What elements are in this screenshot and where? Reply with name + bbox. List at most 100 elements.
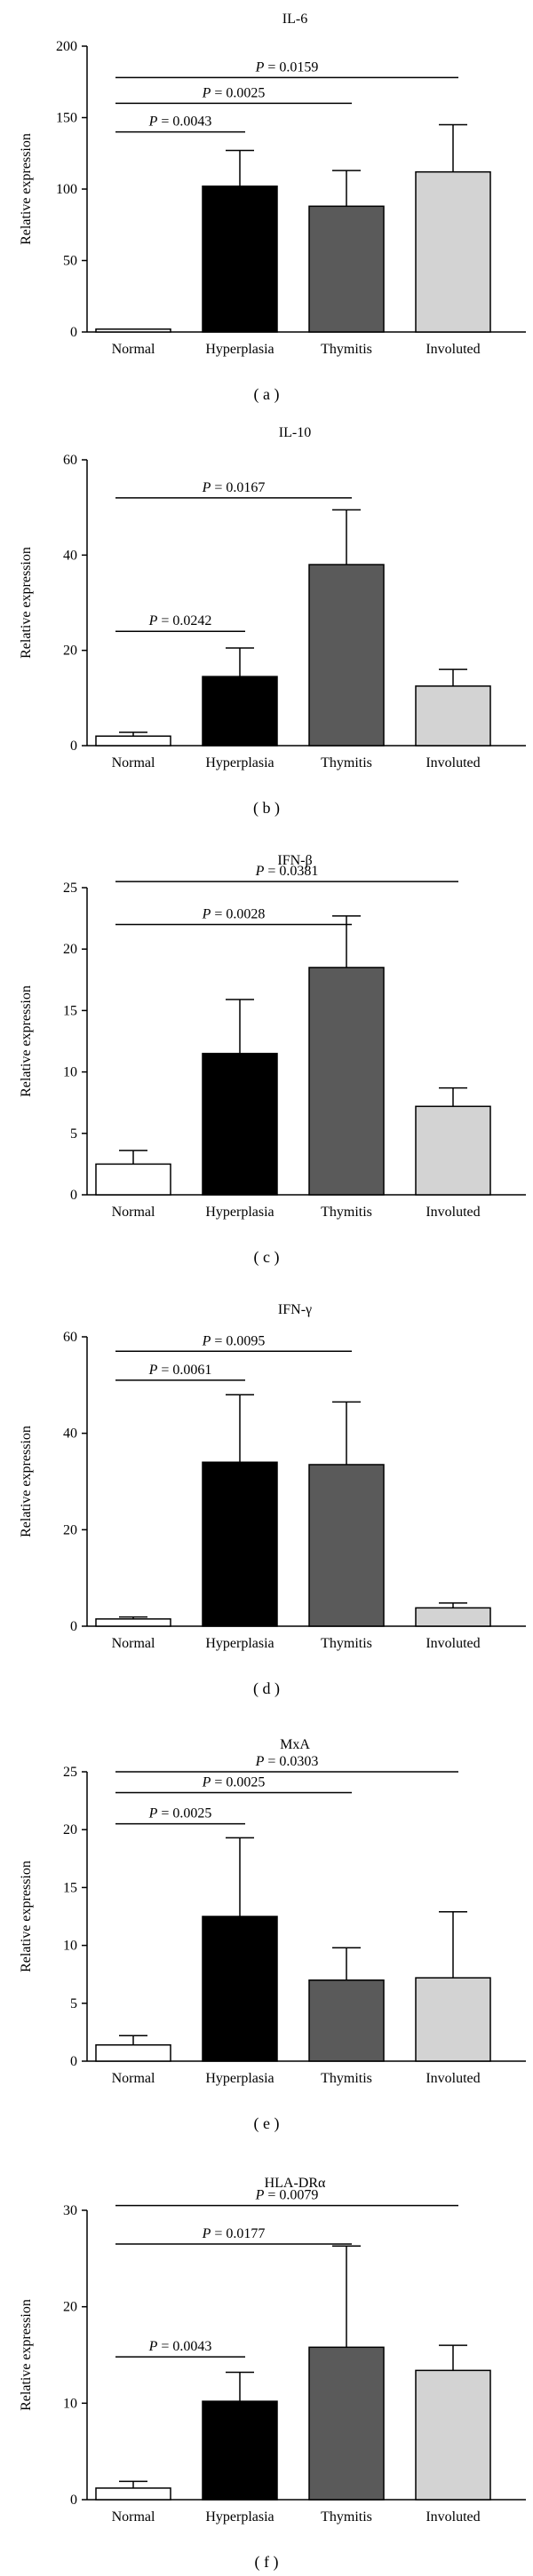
chart-3-p-symbol: P xyxy=(255,864,265,879)
chart-4-x-tick-label: Involuted xyxy=(426,1636,480,1651)
chart-6-bar-thymitis xyxy=(308,2346,385,2501)
chart-5-panel-label: ( e ) xyxy=(254,2114,280,2133)
chart-6-x-tick-label: Thymitis xyxy=(321,2509,372,2525)
chart-6-x-tick-label: Involuted xyxy=(426,2509,480,2525)
chart-6-bar-normal xyxy=(95,2487,171,2501)
chart-4-bar-thymitis xyxy=(308,1464,385,1627)
chart-1-p-symbol: P xyxy=(202,85,211,100)
chart-2-p-value: = 0.0167 xyxy=(211,480,265,495)
chart-5-bar-involuted xyxy=(415,1977,491,2062)
chart-1-bar-normal xyxy=(95,328,171,333)
chart-2-x-tick-label: Hyperplasia xyxy=(205,755,274,770)
chart-5-y-tick-label: 0 xyxy=(70,2054,77,2069)
chart-2-bar-hyperplasia xyxy=(202,676,278,747)
chart-1-bar-involuted xyxy=(415,170,491,333)
chart-1-y-tick-label: 150 xyxy=(56,111,77,126)
chart-2-p-value: = 0.0242 xyxy=(157,613,211,628)
chart-2-y-axis-label: Relative expression xyxy=(19,547,34,659)
chart-2-p-value-label: P = 0.0167 xyxy=(202,480,266,495)
chart-6-y-tick-label: 0 xyxy=(70,2493,77,2508)
chart-6-p-value-label: P = 0.0043 xyxy=(148,2339,212,2354)
chart-6-x-tick-label: Hyperplasia xyxy=(205,2509,274,2525)
chart-3-y-axis-label: Relative expression xyxy=(19,985,34,1097)
chart-2-x-tick-label: Thymitis xyxy=(321,755,372,770)
chart-5-p-symbol: P xyxy=(202,1774,211,1790)
chart-5-bar-thymitis xyxy=(308,1979,385,2062)
chart-6-bar-hyperplasia xyxy=(202,2400,278,2501)
chart-1-x-tick-label: Hyperplasia xyxy=(205,342,274,357)
chart-3-p-value: = 0.0028 xyxy=(211,907,265,922)
chart-6-p-value-label: P = 0.0177 xyxy=(202,2226,266,2241)
chart-1-bar-thymitis xyxy=(308,205,385,333)
chart-1-p-symbol: P xyxy=(255,59,265,75)
chart-2-bar-thymitis xyxy=(308,564,385,747)
chart-1-y-tick-label: 0 xyxy=(70,325,77,340)
chart-6-p-value: = 0.0043 xyxy=(157,2339,211,2354)
chart-3-bar-hyperplasia xyxy=(202,1053,278,1196)
chart-6-bar-involuted xyxy=(415,2369,491,2501)
chart-5-title: MxA xyxy=(280,1737,310,1752)
chart-1-x-tick-label: Thymitis xyxy=(321,342,372,357)
chart-4-x-tick-label: Hyperplasia xyxy=(205,1636,274,1651)
chart-1-p-value: = 0.0159 xyxy=(264,59,318,75)
chart-1-x-tick-label: Normal xyxy=(112,342,155,357)
chart-4-panel-label: ( d ) xyxy=(253,1679,280,1698)
chart-6-panel-label: ( f ) xyxy=(255,2553,279,2572)
chart-1-x-tick-label: Involuted xyxy=(426,342,480,357)
chart-3-p-symbol: P xyxy=(202,907,211,922)
chart-6-y-tick-label: 10 xyxy=(63,2396,77,2411)
chart-4-p-value-label: P = 0.0061 xyxy=(148,1363,212,1378)
chart-3-p-value-label: P = 0.0028 xyxy=(202,907,266,922)
chart-2-y-tick-label: 0 xyxy=(70,739,77,754)
chart-3-y-tick-label: 5 xyxy=(70,1126,77,1142)
chart-4-bar-hyperplasia xyxy=(202,1461,278,1627)
chart-3-panel-label: ( c ) xyxy=(254,1248,280,1267)
chart-3-x-tick-label: Normal xyxy=(112,1205,155,1220)
chart-6-p-symbol: P xyxy=(148,2339,158,2354)
chart-5-bar-hyperplasia xyxy=(202,1916,278,2062)
chart-6-y-axis-label: Relative expression xyxy=(19,2299,34,2411)
chart-3-y-tick-label: 0 xyxy=(70,1188,77,1203)
chart-4-x-tick-label: Normal xyxy=(112,1636,155,1651)
chart-4-y-tick-label: 40 xyxy=(63,1426,77,1442)
chart-1-y-axis-label: Relative expression xyxy=(19,133,34,245)
chart-4-p-value: = 0.0095 xyxy=(211,1333,265,1348)
chart-4-p-value: = 0.0061 xyxy=(157,1363,211,1378)
chart-4-p-value-label: P = 0.0095 xyxy=(202,1333,266,1348)
chart-2-x-tick-label: Normal xyxy=(112,755,155,770)
chart-5-p-value-label: P = 0.0303 xyxy=(255,1754,319,1769)
chart-5-p-value-label: P = 0.0025 xyxy=(202,1774,266,1790)
chart-5-x-tick-label: Thymitis xyxy=(321,2071,372,2086)
chart-2-p-symbol: P xyxy=(148,613,158,628)
chart-6-p-symbol: P xyxy=(202,2226,211,2241)
chart-1-p-symbol: P xyxy=(148,115,158,130)
chart-5-p-symbol: P xyxy=(148,1806,158,1821)
chart-3-p-value: = 0.0381 xyxy=(264,864,318,879)
chart-1-title: IL-6 xyxy=(282,12,307,27)
chart-3-x-tick-label: Involuted xyxy=(426,1205,480,1220)
chart-5-p-symbol: P xyxy=(255,1754,265,1769)
chart-2-bar-involuted xyxy=(415,685,491,747)
chart-4-p-symbol: P xyxy=(202,1333,211,1348)
chart-3-y-tick-label: 20 xyxy=(63,942,77,957)
chart-1-y-tick-label: 200 xyxy=(56,39,77,54)
chart-5-p-value: = 0.0025 xyxy=(211,1774,265,1790)
chart-2-y-tick-label: 40 xyxy=(63,548,77,563)
chart-6-p-value: = 0.0079 xyxy=(264,2188,318,2203)
chart-5-x-tick-label: Hyperplasia xyxy=(205,2071,274,2086)
chart-1-p-value: = 0.0043 xyxy=(157,115,211,130)
chart-6-title: HLA-DRα xyxy=(265,2176,326,2191)
chart-6-y-tick-label: 30 xyxy=(63,2203,77,2218)
chart-5-x-tick-label: Involuted xyxy=(426,2071,480,2086)
chart-6-p-value: = 0.0177 xyxy=(211,2226,265,2241)
chart-4-bar-normal xyxy=(95,1618,171,1627)
chart-3-title: IFN-β xyxy=(277,853,312,868)
chart-3-y-tick-label: 10 xyxy=(63,1065,77,1080)
chart-5-y-tick-label: 20 xyxy=(63,1822,77,1837)
chart-4-title: IFN-γ xyxy=(278,1302,312,1317)
chart-5-p-value: = 0.0303 xyxy=(264,1754,318,1769)
chart-2-panel-label: ( b ) xyxy=(253,799,280,818)
chart-5-x-tick-label: Normal xyxy=(112,2071,155,2086)
chart-2-y-tick-label: 20 xyxy=(63,644,77,659)
